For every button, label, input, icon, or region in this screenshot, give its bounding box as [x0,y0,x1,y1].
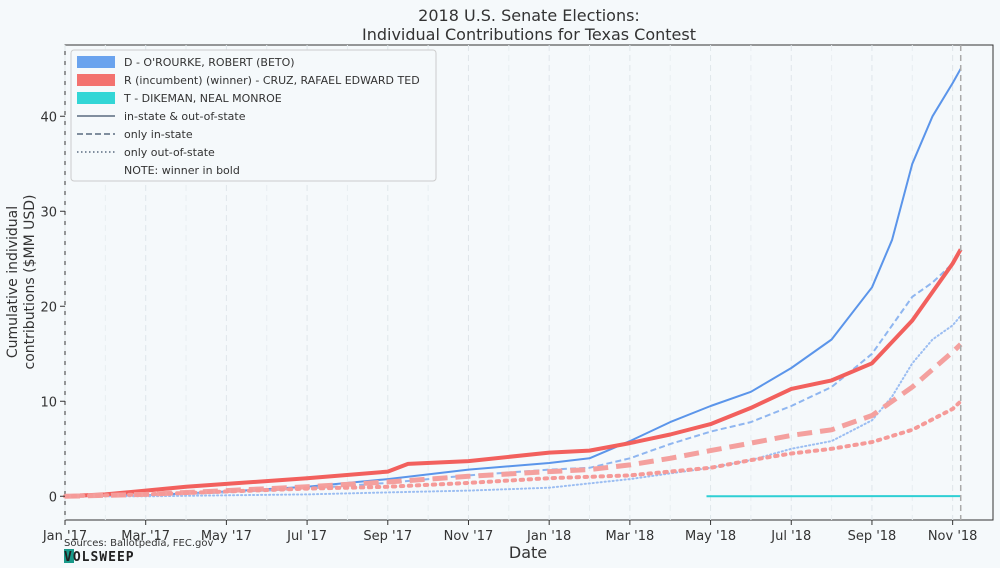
y-tick-label: 10 [40,395,57,410]
x-tick-label: Jul '17 [286,529,327,544]
series-layer [63,68,963,499]
x-axis-label: Date [509,543,547,562]
y-tick-label: 0 [49,490,57,505]
legend-swatch [77,56,115,68]
series-line-R-solid [64,248,963,499]
x-tick-label: May '18 [685,529,736,544]
series-line-R-dotted [63,399,963,499]
x-tick-label: Sep '18 [848,529,897,544]
x-tick-label: Mar '18 [605,529,654,544]
x-ticks: Jan '17 Mar '17 May '17 Jul '17 Sep '17 Nov '… [42,520,978,544]
x-tick-label: Sep '17 [363,529,412,544]
chart-title: 2018 U.S. Senate Elections: [418,6,640,25]
legend-label: NOTE: winner in bold [124,164,240,177]
legend-label: T - DIKEMAN, NEAL MONROE [123,92,282,105]
x-tick-label: Nov '18 [928,529,978,544]
legend-box [70,49,437,182]
legend-label: only out-of-state [124,146,215,159]
legend: D - O'ROURKE, ROBERT (BETO) R (incumbent)… [70,49,437,182]
logo-wordmark: VOLSWEEP [64,550,135,565]
legend-swatch [77,74,115,86]
series-line-D-dotted [64,314,962,498]
legend-label: only in-state [124,128,193,141]
x-tick-label: Jan '17 [42,529,87,544]
y-axis-label: Cumulative individual contributions ($MM… [5,195,38,370]
x-tick-label: Nov '17 [444,529,494,544]
legend-label: in-state & out-of-state [124,110,246,123]
legend-label: R (incumbent) (winner) - CRUZ, RAFAEL ED… [124,74,420,87]
y-tick-label: 20 [40,300,57,315]
series-line-R-dashed [64,342,963,499]
x-tick-label: Mar '17 [121,529,170,544]
y-axis-label-line2: contributions ($MM USD) [22,195,38,370]
legend-swatch [77,92,115,104]
y-tick-label: 30 [40,205,57,220]
x-tick-label: May '17 [201,529,252,544]
y-tick-label: 40 [40,110,57,125]
logo-icon [64,549,74,563]
y-ticks: 0 10 20 30 40 [40,110,65,505]
chart-subtitle: Individual Contributions for Texas Conte… [362,25,696,44]
x-tick-label: Jul '18 [770,529,811,544]
legend-label: D - O'ROURKE, ROBERT (BETO) [124,56,295,69]
y-axis-label-line1: Cumulative individual [5,206,21,358]
sources-note: Sources: Ballotpedia, FEC.gov [64,538,213,549]
x-tick-label: Jan '18 [526,529,571,544]
